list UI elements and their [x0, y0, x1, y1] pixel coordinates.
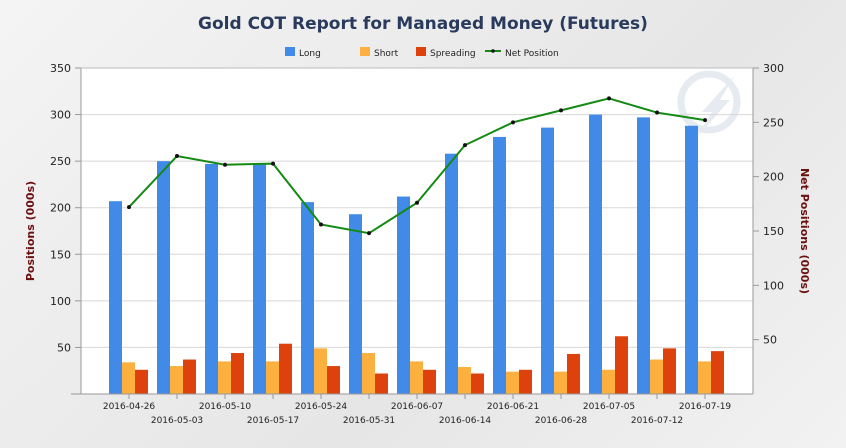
bar-short: [506, 371, 519, 394]
legend-label: Spreading: [430, 49, 476, 59]
bar-spreading: [663, 348, 676, 394]
bar-short: [698, 361, 711, 394]
bar-short: [266, 361, 279, 394]
x-tick-label: 2016-06-07: [391, 402, 443, 412]
y-axis-title: Positions (000s): [24, 181, 37, 281]
watermark-logo-icon: [677, 70, 741, 138]
bar-spreading: [567, 353, 580, 394]
bar-long: [157, 161, 170, 394]
bar-spreading: [375, 373, 388, 394]
bar-spreading: [327, 366, 340, 394]
x-tick-label: 2016-06-14: [439, 416, 492, 426]
x-tick-label: 2016-07-12: [631, 416, 683, 426]
bar-short: [410, 361, 423, 394]
x-tick-label: 2016-05-10: [199, 402, 252, 412]
x-tick-label: 2016-06-28: [535, 416, 588, 426]
y2-tick-label: 50: [763, 334, 777, 347]
bar-short: [362, 353, 375, 394]
bar-spreading: [615, 336, 628, 394]
x-tick-label: 2016-04-26: [103, 402, 156, 412]
bar-long: [349, 214, 362, 394]
x-tick-label: 2016-07-19: [679, 402, 732, 412]
y2-tick-label: 250: [763, 116, 784, 129]
x-tick-label: 2016-07-05: [583, 402, 635, 412]
y2-tick-label: 200: [763, 171, 784, 184]
bar-short: [602, 369, 615, 394]
bar-spreading: [471, 373, 484, 394]
legend-swatch-spreading: [416, 47, 426, 56]
net-position-point: [511, 120, 515, 125]
y-tick-label: 300: [50, 109, 71, 122]
bar-short: [218, 361, 231, 394]
bar-long: [445, 153, 458, 394]
legend-label: Short: [374, 49, 399, 59]
bar-long: [541, 127, 554, 395]
bar-short: [170, 366, 183, 394]
bar-spreading: [231, 353, 244, 394]
legend-marker-net-position: [491, 49, 495, 53]
net-position-point: [559, 108, 563, 113]
net-position-point: [367, 231, 371, 236]
bar-spreading: [183, 359, 196, 394]
bar-long: [301, 202, 314, 394]
bar-long: [589, 114, 602, 395]
legend-swatch-short: [360, 47, 370, 56]
y-tick-label: 150: [50, 248, 71, 261]
net-position-point: [127, 205, 131, 210]
net-position-point: [271, 161, 275, 166]
net-position-point: [175, 154, 179, 159]
net-position-point: [607, 96, 611, 101]
y2-axis-title: Net Positions (000s): [798, 168, 811, 294]
bar-long: [637, 117, 650, 394]
net-position-point: [463, 143, 467, 148]
x-tick-label: 2016-05-24: [295, 402, 348, 412]
net-position-point: [223, 162, 227, 167]
y-tick-label: 50: [57, 341, 71, 354]
net-position-point: [655, 110, 659, 115]
bar-long: [493, 136, 506, 394]
bar-short: [122, 362, 135, 394]
y2-tick-label: 100: [763, 279, 784, 292]
legend-label: Net Position: [505, 49, 559, 59]
bar-long: [109, 201, 122, 394]
bar-spreading: [279, 343, 292, 394]
chart-title: Gold COT Report for Managed Money (Futur…: [198, 14, 648, 34]
bar-long: [205, 163, 218, 394]
bar-short: [458, 366, 471, 394]
x-tick-label: 2016-05-17: [247, 416, 299, 426]
bar-short: [314, 348, 327, 394]
x-tick-label: 2016-05-31: [343, 416, 395, 426]
legend-label: Long: [299, 49, 321, 59]
legend-swatch-long: [285, 47, 295, 56]
x-tick-label: 2016-06-21: [487, 402, 539, 412]
bar-spreading: [423, 369, 436, 394]
bar-short: [554, 371, 567, 394]
y2-tick-label: 150: [763, 225, 784, 238]
net-position-point: [415, 200, 419, 205]
bar-long: [253, 163, 266, 394]
bar-short: [650, 359, 663, 394]
legend: Long Short Spreading Net Position: [285, 47, 559, 59]
net-position-point: [703, 118, 707, 123]
plot-area: [81, 68, 753, 394]
y-tick-label: 200: [50, 202, 71, 215]
bar-spreading: [711, 351, 724, 394]
y2-tick-label: 300: [763, 62, 784, 75]
net-position-point: [319, 222, 323, 227]
x-tick-label: 2016-05-03: [151, 416, 203, 426]
bar-long: [397, 196, 410, 394]
bar-spreading: [135, 369, 148, 394]
bar-long: [685, 125, 698, 395]
y-tick-label: 250: [50, 155, 71, 168]
bar-spreading: [519, 369, 532, 394]
y-tick-label: 350: [50, 62, 71, 75]
y-tick-label: 100: [50, 295, 71, 308]
